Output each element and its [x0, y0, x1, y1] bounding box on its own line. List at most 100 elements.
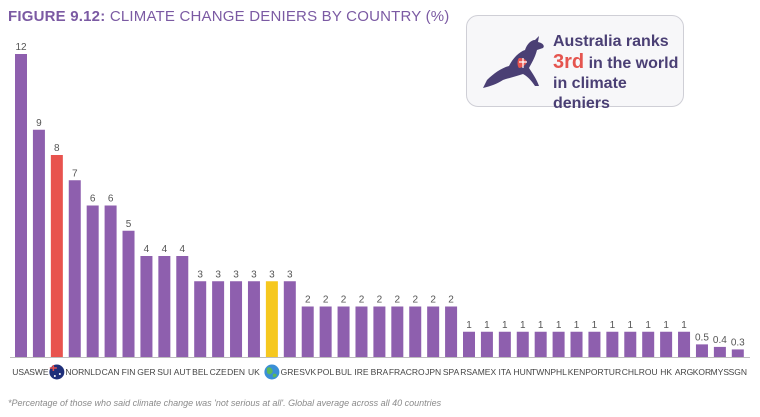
- tick-label-can: CAN: [102, 367, 120, 377]
- tick-label-cro: CRO: [406, 367, 425, 377]
- value-label-bul: 2: [341, 295, 347, 306]
- bar-swe: [32, 129, 45, 357]
- tick-label-mys: MYS: [711, 367, 730, 377]
- tick-label-svk: SVK: [299, 367, 316, 377]
- bar-gre: [283, 281, 296, 357]
- value-label-fin: 5: [126, 219, 132, 230]
- bar-mys: [713, 346, 726, 357]
- bar-fin: [122, 230, 135, 357]
- value-label-den: 3: [233, 269, 239, 280]
- callout-rank: 3rd: [553, 51, 585, 73]
- tick-label-cze: CZE: [210, 367, 227, 377]
- tick-label-arg: ARG: [675, 367, 693, 377]
- tick-label-bel: BEL: [192, 367, 208, 377]
- bar-rsa: [463, 331, 475, 357]
- bar-bra: [373, 306, 386, 357]
- value-label-hk: 1: [663, 320, 669, 331]
- bar-svk: [301, 306, 314, 357]
- value-label-ken: 1: [574, 320, 580, 331]
- callout-text: Australia ranks 3rd in the world in clim…: [553, 32, 683, 114]
- value-label-cze: 3: [215, 269, 221, 280]
- value-label-arg: 1: [681, 320, 687, 331]
- bar-tur: [606, 331, 619, 357]
- bar-twn: [534, 331, 547, 357]
- value-label-rsa: 1: [466, 320, 472, 331]
- bar-nor: [68, 180, 81, 357]
- value-label-swe: 9: [36, 118, 42, 129]
- tick-label-ger: GER: [137, 367, 155, 377]
- tick-label-jpn: JPN: [425, 367, 441, 377]
- value-label-aut: 4: [179, 244, 185, 255]
- bar-kor: [695, 344, 708, 357]
- value-label-ita: 1: [502, 320, 508, 331]
- bar-cro: [409, 306, 422, 357]
- footnote: *Percentage of those who said climate ch…: [8, 398, 442, 408]
- tick-label-rou: ROU: [639, 367, 658, 377]
- value-label-hun: 1: [520, 320, 526, 331]
- bar-aus: [50, 155, 63, 357]
- bar-usa: [15, 54, 27, 357]
- bar-cze: [212, 281, 225, 357]
- australia-flag-icon: [49, 364, 65, 380]
- tick-label-mex: MEX: [478, 367, 497, 377]
- value-label-fra: 2: [395, 295, 401, 306]
- bar-ita: [498, 331, 511, 357]
- bar-rou: [642, 331, 655, 357]
- tick-label-pol: POL: [317, 367, 334, 377]
- bar-bel: [194, 281, 207, 357]
- bar-ire: [355, 306, 368, 357]
- bar-can: [104, 205, 117, 357]
- globe-icon: [264, 364, 280, 380]
- value-label-tur: 1: [610, 320, 616, 331]
- bar-aut: [176, 256, 189, 357]
- value-label-kor: 0.5: [695, 332, 709, 343]
- callout-line-1: Australia ranks: [553, 33, 669, 50]
- bar-fra: [391, 306, 404, 357]
- callout-box: Australia ranks 3rd in the world in clim…: [466, 15, 684, 112]
- value-label-pol: 2: [323, 295, 329, 306]
- tick-label-gre: GRE: [281, 367, 300, 377]
- tick-label-fin: FIN: [122, 367, 136, 377]
- value-label-svk: 2: [305, 295, 311, 306]
- value-label-twn: 1: [538, 320, 544, 331]
- tick-label-por: POR: [585, 367, 603, 377]
- bar-arg: [678, 331, 691, 357]
- tick-label-nor: NOR: [65, 367, 84, 377]
- bar-ken: [570, 331, 583, 357]
- bar-sui: [158, 256, 171, 357]
- value-label-jpn: 2: [430, 295, 436, 306]
- tick-label-bul: BUL: [335, 367, 352, 377]
- bar-por: [588, 331, 601, 357]
- bar-uk: [247, 281, 260, 357]
- value-label-nor: 7: [72, 168, 78, 179]
- tick-label-ire: IRE: [354, 367, 369, 377]
- bar-hk: [660, 331, 673, 357]
- tick-label-den: DEN: [227, 367, 245, 377]
- callout-line-3: in climate deniers: [553, 75, 627, 112]
- bar-bul: [337, 306, 350, 357]
- tick-label-sgn: SGN: [729, 367, 747, 377]
- bar-spa: [445, 306, 458, 357]
- value-label-bel: 3: [197, 269, 203, 280]
- tick-label-aut: AUT: [174, 367, 191, 377]
- tick-label-phl: PHL: [550, 367, 567, 377]
- tick-label-bra: BRA: [371, 367, 389, 377]
- value-label-por: 1: [592, 320, 598, 331]
- value-label-aus: 8: [54, 143, 60, 154]
- tick-label-uk: UK: [248, 367, 260, 377]
- value-label-rou: 1: [645, 320, 651, 331]
- value-label-sgn: 0.3: [731, 337, 745, 348]
- bar-pol: [319, 306, 332, 357]
- value-label-chl: 1: [627, 320, 633, 331]
- bar-hun: [516, 331, 529, 357]
- value-label-gre: 3: [287, 269, 293, 280]
- callout-line-2: 3rd in the world: [553, 52, 683, 74]
- value-label-phl: 1: [556, 320, 562, 331]
- bar-sgn: [731, 349, 744, 357]
- tick-label-tur: TUR: [604, 367, 621, 377]
- value-label-mex: 1: [484, 320, 490, 331]
- value-label-sui: 4: [162, 244, 168, 255]
- bar-phl: [552, 331, 565, 357]
- value-label-mys: 0.4: [713, 335, 727, 346]
